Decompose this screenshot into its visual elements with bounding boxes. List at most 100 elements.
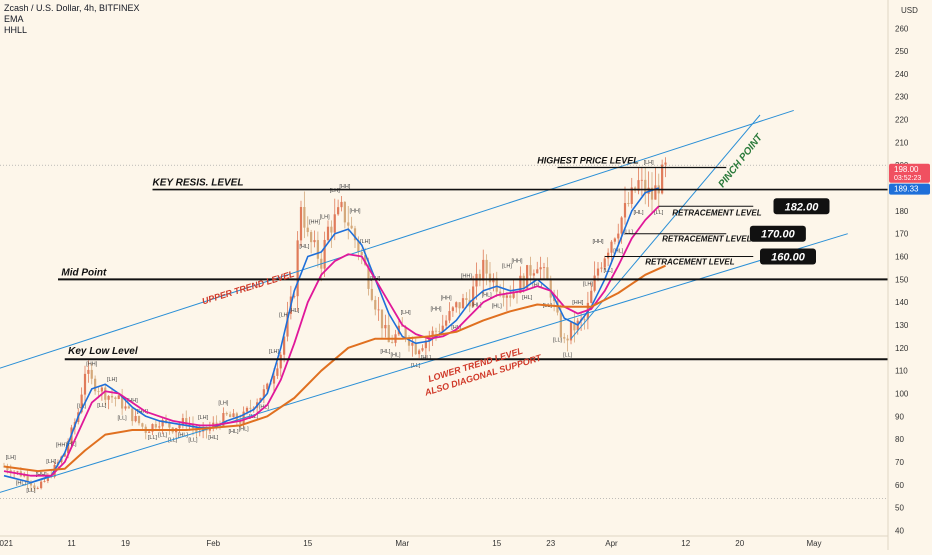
- candle-body: [441, 325, 444, 332]
- candle-body: [198, 431, 201, 433]
- price-tick-label: 180: [895, 207, 909, 216]
- candle-body: [370, 288, 373, 300]
- symbol-title: Zcash / U.S. Dollar, 4h, BITFINEX: [4, 3, 140, 13]
- indicator-hhll-label[interactable]: HHLL: [4, 25, 28, 35]
- hhll-label: [HH]: [127, 398, 138, 404]
- candle-body: [249, 407, 252, 409]
- candle-body: [367, 264, 370, 289]
- candle-body: [488, 273, 492, 283]
- candle-body: [262, 389, 265, 398]
- price-tick-label: 210: [895, 138, 909, 147]
- candle-body: [596, 268, 600, 276]
- candle-body: [137, 415, 141, 424]
- hhll-label: [LL]: [148, 435, 158, 441]
- hhll-label: [HH]: [512, 259, 523, 265]
- candle-body: [293, 296, 296, 298]
- candle-body: [509, 295, 512, 298]
- candle-body: [225, 413, 228, 415]
- candle-body: [526, 265, 529, 289]
- retracement-text-160: RETRACEMENT LEVEL: [645, 258, 734, 267]
- pinch-point-text: PINCH POINT: [717, 132, 766, 190]
- candle-body: [401, 325, 404, 327]
- candle-body: [36, 488, 39, 489]
- candle-body: [134, 415, 137, 422]
- candle-body: [107, 395, 110, 400]
- candle-body: [337, 207, 340, 215]
- candle-body: [661, 164, 664, 194]
- candle-body: [499, 291, 502, 294]
- candle-body: [374, 299, 377, 310]
- candle-body: [478, 273, 481, 281]
- candle-body: [100, 387, 103, 392]
- candle-body: [353, 228, 357, 241]
- candle-body: [472, 286, 475, 307]
- candle-body: [272, 375, 276, 384]
- last-price-text: 198.00: [894, 165, 919, 174]
- time-tick-label: Apr: [605, 539, 618, 548]
- time-tick-label: 23: [546, 539, 555, 548]
- hhll-label: [HL]: [16, 480, 27, 486]
- hhll-label: [HL]: [482, 292, 493, 298]
- hhll-label: [LL]: [553, 338, 563, 344]
- candle-body: [148, 431, 151, 433]
- candle-body: [569, 322, 573, 341]
- candle-body: [161, 419, 164, 427]
- candle-body: [127, 406, 130, 409]
- candle-body: [232, 413, 235, 418]
- candle-body: [168, 421, 171, 428]
- candle-body: [333, 214, 336, 233]
- candle-body: [316, 240, 319, 259]
- price-tick-label: 130: [895, 321, 909, 330]
- candle-body: [340, 201, 343, 208]
- candle-body: [350, 225, 353, 229]
- candle-body: [229, 414, 232, 418]
- candle-body: [124, 406, 127, 409]
- candle-body: [266, 383, 269, 390]
- candle-body: [617, 233, 620, 239]
- hhll-label: [HL]: [390, 352, 401, 358]
- candle-body: [343, 201, 346, 223]
- candle-body: [424, 340, 427, 349]
- price-tick-label: 40: [895, 526, 904, 535]
- candle-body: [610, 241, 613, 253]
- candle-body: [664, 162, 667, 165]
- level-price-text: 189.33: [894, 185, 919, 194]
- candle-body: [434, 330, 438, 332]
- countdown-text: 03:52:23: [894, 175, 921, 182]
- candle-body: [512, 291, 515, 298]
- candle-body: [502, 293, 505, 298]
- candle-body: [627, 203, 630, 204]
- candle-body: [630, 187, 633, 204]
- candle-body: [222, 413, 225, 426]
- candle-body: [151, 424, 154, 432]
- hhll-label: [LL]: [158, 433, 168, 439]
- candle-body: [245, 407, 249, 412]
- candle-body: [313, 240, 316, 243]
- candle-body: [593, 275, 596, 291]
- trendline-1: [0, 109, 794, 369]
- price-tick-label: 60: [895, 481, 904, 490]
- candles-layer: [2, 157, 667, 492]
- candle-body: [519, 275, 522, 294]
- candle-body: [407, 338, 411, 346]
- candle-body: [239, 420, 242, 424]
- candle-body: [303, 207, 306, 228]
- candle-body: [431, 330, 434, 338]
- hhll-label: [HL]: [299, 244, 310, 250]
- hhll-label: [HL]: [613, 248, 624, 254]
- candle-body: [380, 309, 384, 329]
- price-tick-label: 50: [895, 504, 904, 513]
- hhll-label: [HL]: [421, 355, 432, 361]
- mid-point-text: Mid Point: [61, 267, 107, 278]
- hhll-label: [LH]: [360, 239, 371, 245]
- indicator-ema-label[interactable]: EMA: [4, 14, 24, 24]
- candle-body: [330, 226, 333, 233]
- candle-body: [461, 298, 465, 309]
- candle-body: [26, 475, 29, 483]
- box-170-bg: [749, 225, 806, 242]
- candle-body: [104, 387, 107, 400]
- candle-body: [357, 240, 360, 252]
